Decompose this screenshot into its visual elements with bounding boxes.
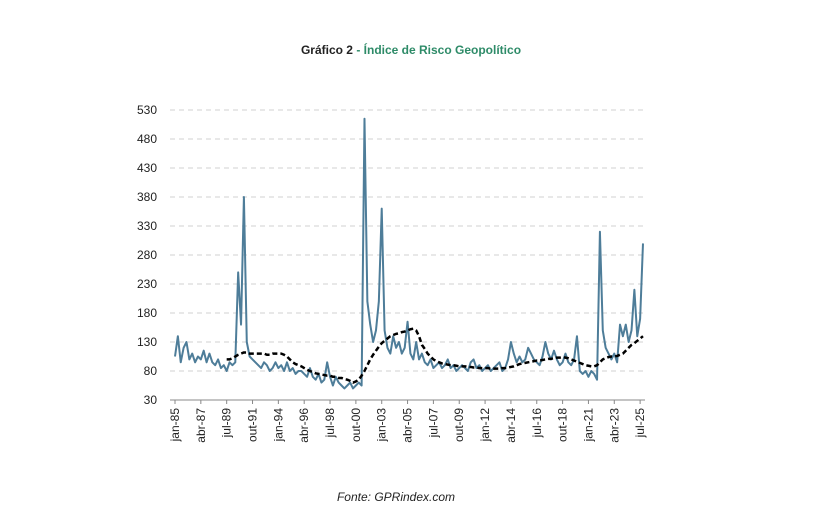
x-tick-label: abr-05 xyxy=(401,408,415,443)
x-tick-label: out-09 xyxy=(452,408,466,442)
moving-average-line xyxy=(226,327,644,384)
y-tick-label: 130 xyxy=(137,335,157,349)
x-tick-label: jan-94 xyxy=(271,408,285,443)
chart-title: Gráfico 2 xyxy=(301,43,353,57)
y-tick-label: 430 xyxy=(137,161,157,175)
chart-title-highlight: - Índice de Risco Geopolítico xyxy=(356,42,521,57)
x-tick-label: abr-23 xyxy=(607,408,621,443)
source-note: Fonte: GPRindex.com xyxy=(337,490,455,504)
x-tick-label: jul-16 xyxy=(530,408,544,439)
index-line xyxy=(174,117,644,390)
y-tick-label: 180 xyxy=(137,306,157,320)
x-tick-label: out-00 xyxy=(349,408,363,442)
y-tick-label: 280 xyxy=(137,248,157,262)
x-tick-label: abr-87 xyxy=(194,408,208,443)
y-tick-label: 480 xyxy=(137,132,157,146)
x-tick-label: abr-96 xyxy=(297,408,311,443)
x-tick-label: jul-07 xyxy=(426,408,440,439)
x-tick-label: jan-85 xyxy=(168,408,182,443)
x-tick-label: abr-14 xyxy=(504,408,518,443)
x-tick-label: jul-98 xyxy=(323,408,337,439)
x-tick-label: out-91 xyxy=(246,408,260,442)
x-tick-label: jul-25 xyxy=(633,408,647,439)
x-tick-label: jan-03 xyxy=(375,408,389,443)
x-tick-label: jan-12 xyxy=(478,408,492,443)
x-tick-label: jul-89 xyxy=(220,408,234,439)
y-tick-label: 330 xyxy=(137,219,157,233)
y-tick-label: 230 xyxy=(137,277,157,291)
chart-title-group: Gráfico 2 - Índice de Risco Geopolítico xyxy=(301,42,521,57)
y-tick-label: 380 xyxy=(137,190,157,204)
x-tick-label: out-18 xyxy=(556,408,570,442)
x-tick-label: jan-21 xyxy=(581,408,595,443)
y-tick-label: 30 xyxy=(144,393,158,407)
y-tick-label: 80 xyxy=(144,364,158,378)
y-tick-label: 530 xyxy=(137,103,157,117)
